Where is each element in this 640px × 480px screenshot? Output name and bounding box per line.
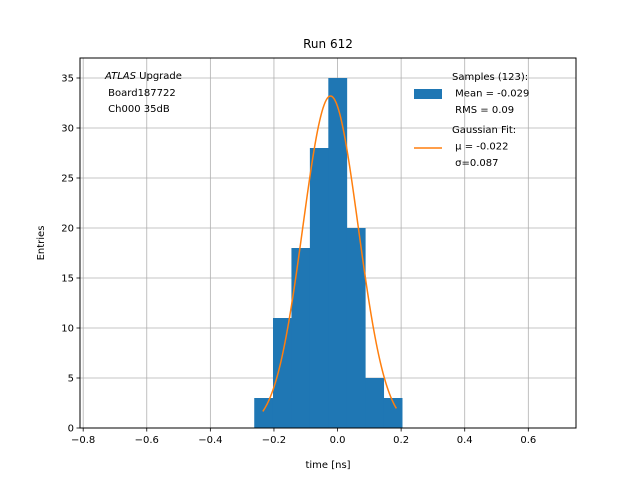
legend-line: RMS = 0.09 bbox=[452, 105, 514, 116]
histogram-bars bbox=[254, 78, 403, 428]
legend: Samples (123): Mean = -0.029 RMS = 0.09 … bbox=[414, 72, 529, 169]
y-tick-label: 25 bbox=[61, 174, 74, 185]
y-axis: 0 5 10 15 20 25 30 35 bbox=[61, 74, 80, 435]
y-tick-label: 35 bbox=[61, 74, 74, 85]
legend-line: Mean = -0.029 bbox=[452, 89, 529, 100]
y-axis-title: Entries bbox=[36, 226, 47, 261]
x-tick-label: 0.4 bbox=[457, 435, 473, 446]
y-tick-label: 0 bbox=[68, 424, 74, 435]
plot-frame bbox=[79, 57, 577, 429]
x-tick-label: −0.6 bbox=[135, 435, 159, 446]
histogram-bar bbox=[365, 378, 385, 428]
legend-fit-label: Gaussian Fit: μ = -0.022 σ=0.087 bbox=[452, 125, 516, 169]
x-tick-label: 0.2 bbox=[393, 435, 409, 446]
x-tick-label: 0.6 bbox=[520, 435, 536, 446]
legend-line: σ=0.087 bbox=[452, 158, 499, 169]
chart-title: Run 612 bbox=[303, 37, 353, 51]
histogram-bar bbox=[383, 398, 403, 428]
y-tick-label: 30 bbox=[61, 124, 74, 135]
histogram-bar bbox=[291, 248, 311, 428]
fit-curve bbox=[262, 95, 398, 412]
x-tick-label: −0.4 bbox=[198, 435, 222, 446]
x-axis-title: time [ns] bbox=[305, 460, 350, 471]
legend-line: Gaussian Fit: bbox=[452, 125, 516, 136]
svg-text:ATLAS Upgrade: ATLAS Upgrade bbox=[104, 71, 182, 82]
annotation-board: Board187722 bbox=[105, 88, 176, 99]
histogram-bar bbox=[254, 398, 274, 428]
gaussian-fit bbox=[262, 95, 398, 412]
legend-histogram-label: Samples (123): Mean = -0.029 RMS = 0.09 bbox=[452, 72, 529, 116]
annotation-atlas: ATLAS bbox=[104, 71, 137, 82]
y-tick-label: 20 bbox=[61, 224, 74, 235]
x-tick-label: −0.8 bbox=[71, 435, 95, 446]
histogram-bar bbox=[346, 228, 366, 428]
histogram-bar bbox=[309, 148, 329, 428]
y-tick-label: 10 bbox=[61, 324, 74, 335]
atlas-annotation: ATLAS Upgrade Board187722 Ch000 35dB bbox=[104, 71, 182, 115]
legend-histogram-swatch bbox=[414, 89, 442, 99]
histogram-bar bbox=[272, 318, 292, 428]
annotation-upgrade: Upgrade bbox=[136, 71, 182, 82]
x-axis: −0.8 −0.6 −0.4 −0.2 0.0 0.2 0.4 0.6 bbox=[71, 428, 536, 446]
histogram-bar bbox=[328, 78, 348, 428]
x-tick-label: −0.2 bbox=[262, 435, 286, 446]
annotation-channel: Ch000 35dB bbox=[105, 104, 170, 115]
legend-line: μ = -0.022 bbox=[452, 142, 509, 153]
legend-line: Samples (123): bbox=[452, 72, 528, 83]
x-tick-label: 0.0 bbox=[330, 435, 346, 446]
y-tick-label: 15 bbox=[61, 274, 74, 285]
y-tick-label: 5 bbox=[68, 374, 74, 385]
